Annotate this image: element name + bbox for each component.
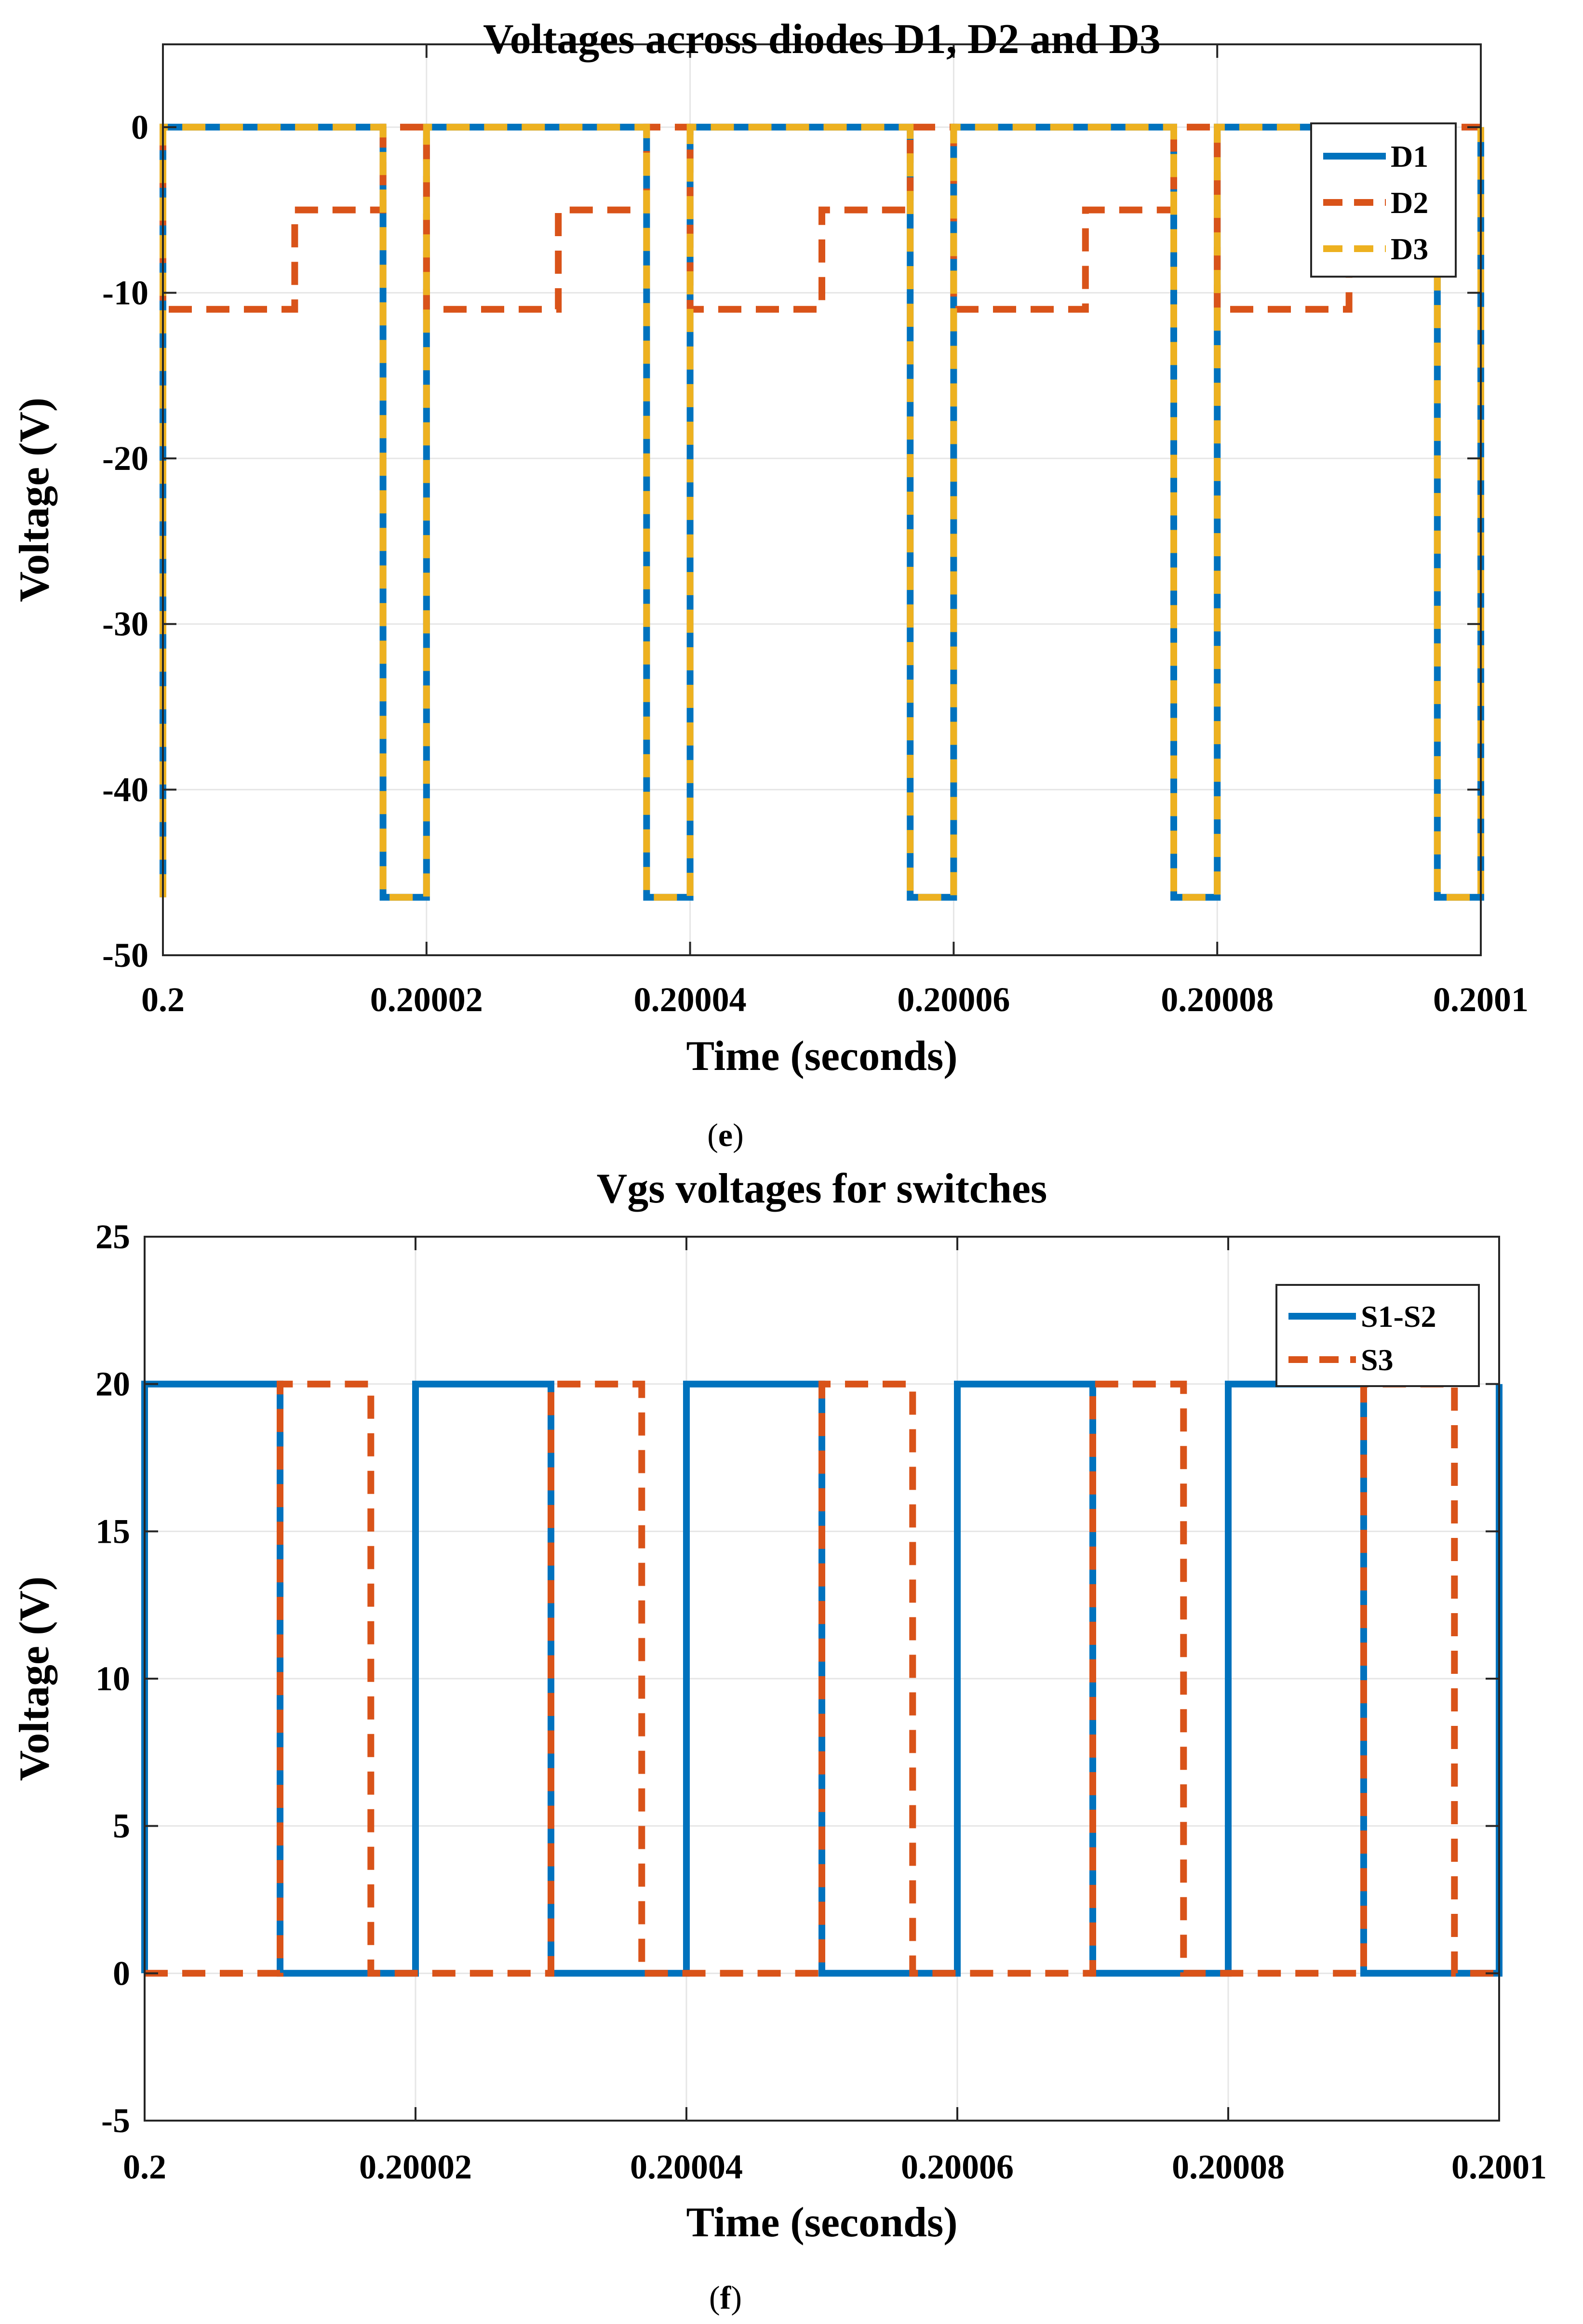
y-tick-label: 25 [95,1217,130,1256]
legend-label-d1: D1 [1391,139,1428,174]
y-tick-label: 20 [95,1365,130,1403]
y-tick-label: 15 [95,1512,130,1550]
x-tick-label: 0.20008 [1161,980,1274,1019]
x-tick-label: 0.20002 [370,980,483,1019]
legend-box [1275,1284,1480,1387]
series-line-s3 [145,1380,1499,1977]
x-tick-label: 0.20006 [897,980,1010,1019]
y-tick-label: 5 [113,1807,130,1845]
legend-label-d3: D3 [1391,232,1428,266]
x-tick-label: 0.20008 [1172,2148,1285,2186]
x-tick-label: 0.20004 [630,2148,743,2186]
y-axis-label: Voltage (V) [11,1576,58,1781]
x-axis-label: Time (seconds) [686,2199,957,2246]
y-tick-label: -40 [102,770,148,809]
legend: D1 D2 D3 [1310,122,1457,278]
y-tick-label: 10 [95,1659,130,1698]
x-tick-label: 0.2 [123,2148,166,2186]
chart-title: Vgs voltages for switches [597,1165,1047,1212]
y-tick-label: 0 [113,1954,130,1992]
legend-label-d2: D2 [1391,186,1428,220]
x-tick-label: 0.20002 [359,2148,472,2186]
plot-area [163,44,1481,955]
y-tick-label: 0 [131,108,148,147]
x-tick-label: 0.20006 [901,2148,1014,2186]
legend-label-s1-s2: S1-S2 [1361,1299,1436,1334]
x-tick-label: 0.2 [141,980,185,1019]
chart-title: Voltages across diodes D1, D2 and D3 [483,16,1161,63]
panel-letter: e [718,1117,733,1153]
panel-label: (e) [707,1117,744,1153]
panel-letter: f [720,2279,732,2316]
x-tick-label: 0.2001 [1433,980,1529,1019]
y-tick-label: -5 [101,2101,130,2140]
chart-panel-f: 0.2 0.20002 0.20004 0.20006 0.20008 0.2001 25 2… [11,1165,1547,2316]
legend: S1-S2 S3 [1275,1284,1480,1387]
panel-label: (f) [709,2279,742,2316]
x-axis-label: Time (seconds) [686,1033,957,1080]
y-tick-label: -20 [102,439,148,478]
chart-panel-e: 0.2 0.20002 0.20004 0.20006 0.20008 0.2001 0 -1… [11,16,1529,1153]
x-tick-label: 0.2001 [1451,2148,1547,2186]
y-axis-label: Voltage (V) [11,398,58,602]
x-tick-label: 0.20004 [634,980,747,1019]
y-tick-label: -30 [102,605,148,643]
axes-box [162,43,1482,956]
legend-label-s3: S3 [1361,1343,1394,1377]
y-tick-label: -10 [102,273,148,312]
y-tick-label: -50 [102,936,148,975]
